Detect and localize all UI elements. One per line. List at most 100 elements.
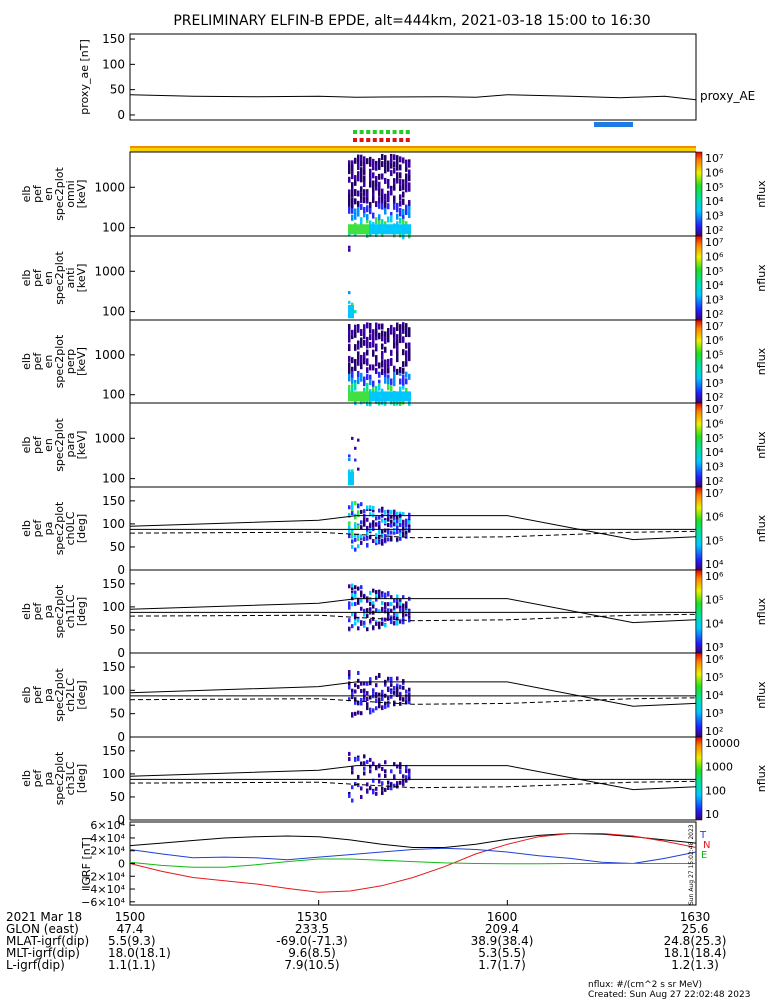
spectrogram-cell [405, 224, 408, 235]
spectrogram-cell [393, 154, 396, 161]
spectrogram-cell [357, 513, 360, 518]
spectrogram-cell [399, 599, 402, 604]
spectrogram-cell [348, 697, 351, 702]
spectrogram-cell [405, 391, 408, 402]
spectrogram-cell [408, 185, 411, 192]
ytick-label: 150 [102, 660, 125, 674]
colorbar-tick: 10³ [705, 377, 723, 390]
spectrogram-cell [405, 342, 408, 349]
colorbar-tick: 10⁵ [705, 348, 723, 361]
anti-loss-cone-line [129, 530, 697, 539]
spectrogram-cell [375, 322, 378, 329]
spectrogram-cell [363, 691, 366, 696]
spectrogram-cell [375, 385, 378, 392]
spectrogram-cell [399, 769, 402, 774]
colorbar [695, 486, 703, 571]
spectrogram-cell [390, 602, 393, 607]
colorbar-tick: 10⁷ [705, 320, 723, 333]
colorbar-tick: 10⁴ [705, 363, 724, 376]
spectrogram-cell [390, 676, 393, 681]
spectrogram-cell [396, 683, 399, 688]
spectrogram-cell [348, 681, 351, 686]
spectrogram-cell [369, 181, 372, 188]
spectrogram-cell [393, 342, 396, 349]
spectrogram-cell [351, 391, 354, 402]
spectrogram-cell [396, 618, 399, 623]
colorbar [695, 652, 703, 738]
spectrogram-cell [354, 365, 357, 372]
colorbar-tick: 10⁴ [705, 617, 724, 630]
spectrogram-cell [366, 598, 369, 603]
spectrogram-cell [378, 224, 381, 235]
spectrogram-cell [357, 701, 360, 706]
spectrogram-cell [366, 224, 369, 235]
spectrogram-cell [348, 248, 351, 252]
spectrogram-cell [360, 359, 363, 366]
spectrogram-cell [384, 680, 387, 685]
spectrogram-cell [375, 217, 378, 224]
spectrogram-cell [354, 446, 357, 450]
spectrogram-cell [348, 670, 351, 675]
colorbar-label: nflux [755, 180, 768, 208]
spectrogram-cell [372, 539, 375, 544]
spectrogram-cell [387, 703, 390, 708]
footer-c1-l: 7.9(10.5) [284, 958, 340, 972]
loss-cone-line [129, 681, 697, 707]
spectrogram-cell [369, 208, 372, 215]
colorbar [695, 319, 703, 404]
igrf-ytick: 6×10⁴ [90, 819, 125, 832]
spectrogram-cell [408, 212, 411, 219]
spectrogram-cell [360, 196, 363, 203]
spectrogram-cell [393, 690, 396, 695]
spectrogram-cell [351, 333, 354, 340]
green-dot [372, 130, 377, 134]
spectrogram-cell [351, 544, 354, 549]
spectrogram-cell [384, 158, 387, 165]
spectrogram-cell [348, 675, 351, 680]
spectrogram-cell [393, 605, 396, 610]
spectrogram-cell [396, 337, 399, 344]
spectrogram-cell [402, 336, 405, 343]
proxy-ae-legend: proxy_AE [700, 89, 755, 103]
spectrogram-cell [369, 707, 372, 712]
spectrogram-cell [363, 196, 366, 203]
spectrogram-cell [378, 181, 381, 188]
spectrogram-cell [357, 684, 360, 689]
spectrogram-cell [378, 196, 381, 203]
panel-proxy-ae: 150 100 50 0 proxy_AE proxy_ae [nT] [78, 32, 755, 127]
spectrogram-cell [402, 184, 405, 191]
spectrogram-cell [354, 757, 357, 762]
spectrogram-cell [369, 324, 372, 331]
ytick-label: 150 [102, 494, 125, 508]
spectrogram-cell [357, 524, 360, 529]
spectrogram-cell [348, 336, 351, 343]
spectrogram-cell [351, 713, 354, 718]
spectrogram-cell [390, 358, 393, 365]
spectrogram-cell [387, 378, 390, 385]
spectrogram-cell [372, 333, 375, 340]
footer-c2-time: 1600 [486, 910, 518, 924]
colorbar-tick: 10² [705, 391, 723, 404]
spectrogram-cell [366, 697, 369, 702]
spectrogram-cell [348, 189, 351, 196]
spectrogram-cell [354, 525, 357, 530]
spectrogram-cell [384, 704, 387, 709]
spectrogram-cell [393, 365, 396, 372]
colorbar-label: nflux [755, 597, 768, 625]
spectrogram-cell [378, 323, 381, 330]
spectrogram-cell [363, 622, 366, 627]
spectrogram-cell [399, 366, 402, 373]
spectrogram-cell [375, 692, 378, 697]
units-note: nflux: #/(cm^2 s sr MeV) [588, 980, 702, 990]
spectrogram-cell [396, 334, 399, 341]
spectrogram-cell [387, 688, 390, 693]
spectrogram-cell [381, 541, 384, 546]
footer-c3-l: 1.2(1.3) [671, 958, 719, 972]
spectrogram-cell [375, 597, 378, 602]
spectrogram-cell [354, 593, 357, 598]
colorbar-tick: 10⁶ [705, 653, 724, 666]
spectrogram-cell [408, 331, 411, 338]
spectrogram-cell [384, 368, 387, 375]
spectrogram-cell [375, 391, 378, 402]
spectrogram-cell [360, 761, 363, 766]
